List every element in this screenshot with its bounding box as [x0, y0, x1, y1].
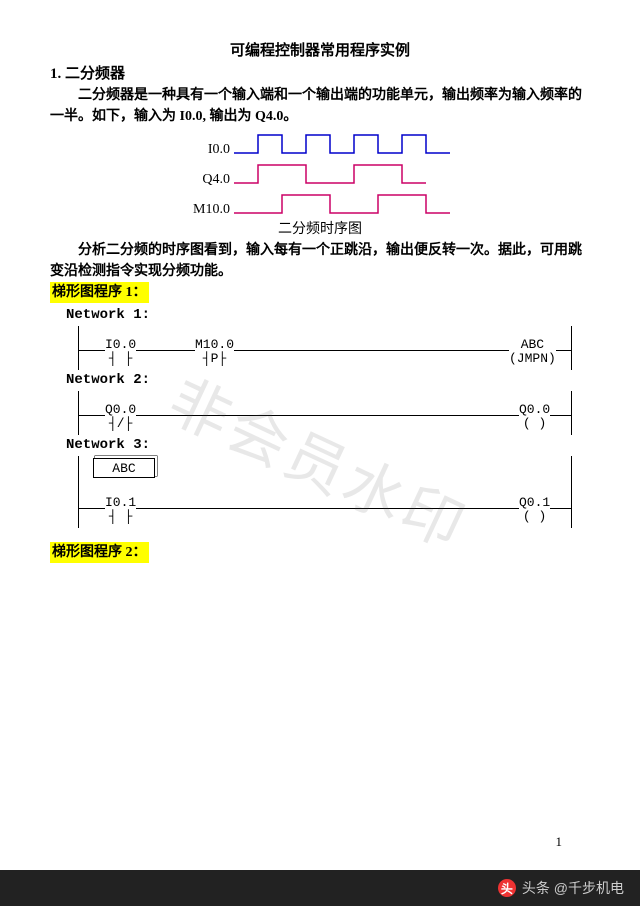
footer-author: 头条 @千步机电 — [522, 878, 624, 898]
footer-icon: 头 — [498, 879, 516, 897]
timing-row: I0.0 — [180, 131, 460, 161]
timing-row: Q4.0 — [180, 161, 460, 191]
ladder-element: M10.0┤P├ — [195, 338, 234, 365]
program2-heading: 梯形图程序 2： — [50, 542, 149, 563]
section-para2: 分析二分频的时序图看到，输入每有一个正跳沿，输出便反转一次。据此，可用跳变沿检测… — [50, 240, 590, 282]
jump-label-box: ABC — [93, 458, 155, 478]
ladder-element: Q0.0( ) — [519, 403, 550, 430]
ladder-diagram: Network 1: I0.0┤ ├ M10.0┤P├ ABC(JMPN) Networ… — [50, 305, 590, 528]
page-number: 1 — [556, 834, 563, 850]
timing-label: M10.0 — [180, 191, 234, 220]
timing-caption: 二分频时序图 — [180, 219, 460, 240]
timing-label: I0.0 — [180, 131, 234, 160]
program1-heading: 梯形图程序 1： — [50, 282, 149, 303]
ladder-rung: Q0.0┤/├ Q0.0( ) — [78, 391, 572, 435]
ladder-element: Q0.0┤/├ — [105, 403, 136, 430]
network-title: Network 3: — [66, 435, 590, 456]
timing-label: Q4.0 — [180, 161, 234, 190]
timing-row: M10.0 — [180, 191, 460, 221]
ladder-element: I0.1┤ ├ — [105, 496, 136, 523]
ladder-element: I0.0┤ ├ — [105, 338, 136, 365]
ladder-element: ABC(JMPN) — [509, 338, 556, 365]
ladder-element: Q0.1( ) — [519, 496, 550, 523]
doc-title: 可编程控制器常用程序实例 — [50, 40, 590, 63]
ladder-rung: I0.1┤ ├ Q0.1( ) — [78, 484, 572, 528]
timing-diagram: I0.0Q4.0M10.0 二分频时序图 — [180, 131, 460, 240]
network-title: Network 1: — [66, 305, 590, 326]
footer-bar: 头 头条 @千步机电 — [0, 870, 640, 906]
network-title: Network 2: — [66, 370, 590, 391]
section-para1: 二分频器是一种具有一个输入端和一个输出端的功能单元，输出频率为输入频率的一半。如… — [50, 85, 590, 127]
section-heading: 1. 二分频器 — [50, 63, 590, 86]
ladder-rung: I0.0┤ ├ M10.0┤P├ ABC(JMPN) — [78, 326, 572, 370]
